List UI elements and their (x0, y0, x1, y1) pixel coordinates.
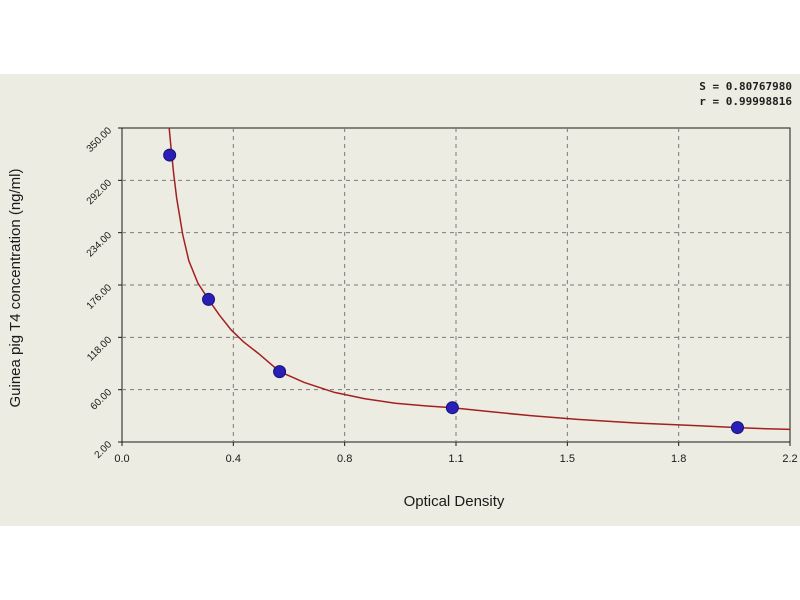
y-tick-label: 118.00 (85, 334, 114, 363)
data-point (730, 421, 744, 435)
x-tick-label: 1.5 (560, 453, 575, 465)
y-tick-label: 60.00 (89, 387, 115, 413)
y-tick-label: 2.00 (93, 439, 115, 461)
x-tick-label: 0.8 (337, 453, 352, 465)
y-tick-label: 292.00 (85, 177, 115, 207)
fit-r-value: r = 0.99998816 (699, 95, 792, 108)
x-axis-label: Optical Density (404, 493, 505, 510)
fit-curve-layer (168, 128, 790, 431)
x-tick-label: 0.4 (226, 453, 241, 465)
fit-curve (168, 128, 790, 431)
fit-s-value: S = 0.80767980 (699, 80, 792, 93)
x-axis-ticks: 0.0 0.4 0.8 1.1 1.5 1.8 2.2 (114, 442, 798, 465)
data-point (202, 292, 216, 306)
y-tick-label: 350.00 (85, 125, 115, 155)
standard-curve-chart: 0.0 0.4 0.8 1.1 1.5 1.8 2.2 2.00 60.00 118.00 176… (7, 125, 798, 510)
data-points-layer (163, 148, 744, 435)
y-tick-label: 234.00 (85, 230, 115, 260)
data-point (445, 401, 459, 415)
data-point (163, 148, 177, 162)
data-point (273, 365, 287, 379)
x-tick-label: 0.0 (114, 453, 129, 465)
plot-area (121, 127, 791, 443)
x-tick-label: 1.1 (448, 453, 463, 465)
y-axis-ticks: 2.00 60.00 118.00 176.00 234.00 292.00 350.00 (85, 125, 122, 461)
y-tick-label: 176.00 (85, 282, 115, 312)
x-tick-label: 1.8 (671, 453, 686, 465)
y-axis-label: Guinea pig T4 concentration (ng/ml) (7, 168, 24, 407)
chart-panel: 0.0 0.4 0.8 1.1 1.5 1.8 2.2 2.00 60.00 118.00 176… (0, 74, 800, 526)
x-tick-label: 2.2 (782, 453, 797, 465)
